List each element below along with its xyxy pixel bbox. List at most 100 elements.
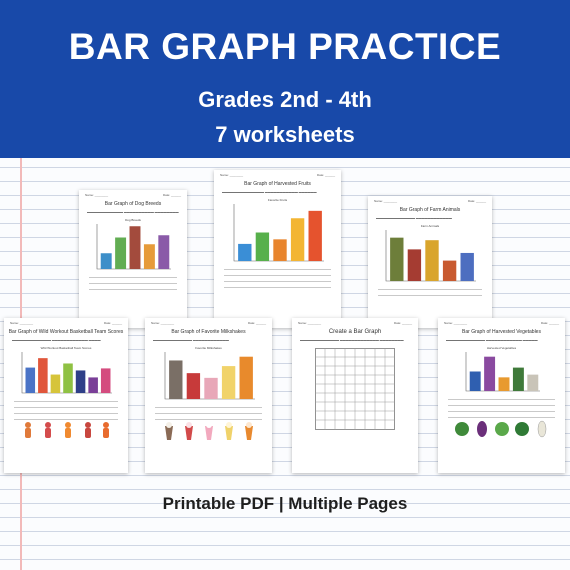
worksheet-title: Bar Graph of Wild Workout Basketball Tea…	[8, 329, 124, 335]
name-date-line: Name: ________ Date: ______	[85, 193, 181, 197]
name-date-line: Name: ________ Date: ______	[298, 321, 412, 325]
graph-title: Harvested Vegetables	[486, 346, 517, 350]
worksheet-title: Bar Graph of Favorite Milkshakes	[171, 329, 246, 335]
question-line	[155, 419, 262, 420]
question-line	[14, 401, 118, 402]
name-date-line: Name: ________ Date: ______	[374, 199, 486, 203]
chart-bar	[186, 373, 200, 399]
worksheet-title: Create a Bar Graph	[328, 329, 382, 335]
worksheet-create-bar-graph: Name: ________ Date: ______ Create a Bar …	[292, 318, 418, 473]
grades-subtitle: Grades 2nd - 4th	[198, 87, 372, 112]
bar-chart	[164, 352, 255, 400]
blank-graph-grid	[315, 348, 395, 430]
question-line	[448, 405, 555, 406]
chart-bar	[75, 370, 86, 393]
question-line	[448, 399, 555, 400]
question-line	[378, 289, 482, 290]
question-line	[89, 283, 177, 284]
chart-bar	[100, 253, 112, 269]
chart-bar	[255, 232, 269, 261]
question-line	[14, 413, 118, 414]
milkshake-illustration	[164, 422, 253, 440]
worksheet-title: Bar Graph of Farm Animals	[399, 207, 461, 213]
chart-bar	[483, 356, 495, 391]
header-banner: BAR GRAPH PRACTICE Grades 2nd - 4th 7 wo…	[0, 0, 570, 158]
chart-bar	[50, 374, 61, 393]
bar-chart	[385, 230, 476, 282]
page-title: BAR GRAPH PRACTICE	[68, 26, 502, 67]
worksheet-farm-animals: Name: ________ Date: ______ Bar Graph of …	[368, 196, 492, 328]
chart-bar	[512, 367, 524, 391]
worksheet-instructions: ▬▬▬▬▬▬▬▬▬▬▬▬▬▬ ▬▬▬▬▬▬▬▬▬▬▬ ▬▬▬▬▬▬	[222, 190, 317, 194]
bar-chart	[21, 352, 112, 394]
chart-bar	[237, 243, 251, 261]
worksheet-instructions: ▬▬▬▬▬▬▬▬▬▬▬▬▬ ▬▬▬▬▬▬▬▬▬▬▬▬	[153, 338, 229, 342]
chart-bar	[25, 367, 36, 393]
question-line	[224, 287, 331, 288]
name-date-line: Name: ________ Date: ______	[151, 321, 266, 325]
graph-title: Favorite Milkshakes	[195, 346, 222, 350]
chart-bar	[115, 237, 127, 269]
worksheet-milkshakes: Name: ________ Date: ______ Bar Graph of …	[145, 318, 272, 473]
bar-chart	[96, 224, 171, 270]
worksheet-instructions: ▬▬▬▬▬▬▬▬▬▬▬▬▬ ▬▬▬▬▬▬▬▬▬▬▬▬	[376, 216, 452, 220]
worksheet-instructions: ▬▬▬▬▬▬▬▬▬▬▬▬▬ ▬▬▬▬▬▬▬▬▬▬▬▬▬ ▬▬▬▬▬▬▬▬	[300, 338, 404, 342]
chart-bar	[460, 252, 474, 281]
question-line	[448, 417, 555, 418]
question-line	[89, 277, 177, 278]
name-date-line: Name: ________ Date: ______	[10, 321, 122, 325]
worksheet-title: Bar Graph of Harvested Vegetables	[462, 329, 541, 335]
chart-bar	[38, 358, 48, 393]
question-line	[14, 407, 118, 408]
worksheet-title: Bar Graph of Harvested Fruits	[244, 181, 311, 187]
chart-bar	[168, 360, 182, 399]
worksheet-count: 7 worksheets	[215, 122, 355, 147]
footer-caption: Printable PDF | Multiple Pages	[162, 494, 408, 513]
chart-bar	[272, 239, 287, 261]
chart-bar	[469, 371, 481, 391]
basketball-players-illustration	[25, 422, 109, 438]
worksheet-instructions: ▬▬▬▬▬▬▬▬▬▬▬▬▬ ▬▬▬▬▬▬▬▬▬▬▬▬ ▬▬▬▬	[12, 338, 101, 342]
chart-bar	[100, 368, 111, 393]
question-line	[224, 275, 331, 276]
question-line	[155, 407, 262, 408]
worksheet-instructions: ▬▬▬▬▬▬▬▬▬▬▬▬ ▬▬▬▬▬▬▬▬▬▬ ▬▬▬▬▬▬▬▬	[87, 210, 179, 214]
chart-bar	[143, 244, 155, 269]
graph-title: Dog Breeds	[125, 218, 141, 222]
chart-bar	[221, 366, 235, 399]
chart-bar	[290, 218, 304, 261]
worksheet-title: Bar Graph of Dog Breeds	[104, 201, 162, 207]
chart-bar	[239, 356, 253, 399]
question-line	[448, 411, 555, 412]
name-date-line: Name: ________ Date: ______	[444, 321, 559, 325]
chart-bar	[498, 377, 509, 391]
chart-bar	[63, 363, 73, 393]
question-line	[14, 419, 118, 420]
worksheet-harvested-vegetables: Name: ________ Date: ______ Bar Graph of …	[438, 318, 565, 473]
question-line	[155, 413, 262, 414]
name-date-line: Name: ________ Date: ______	[220, 173, 335, 177]
chart-bar	[425, 240, 439, 281]
worksheet-harvested-fruits: Name: ________ Date: ______ Bar Graph of …	[214, 170, 341, 328]
vegetables-illustration	[454, 420, 546, 438]
worksheet-dog-breeds: Name: ________ Date: ______ Bar Graph of …	[79, 190, 187, 328]
bar-chart	[233, 204, 324, 262]
chart-bar	[526, 374, 538, 391]
worksheet-instructions: ▬▬▬▬▬▬▬▬▬▬▬▬▬ ▬▬▬▬▬▬▬▬▬▬▬▬ ▬▬▬▬▬	[446, 338, 538, 342]
chart-bar	[308, 210, 322, 261]
question-line	[224, 269, 331, 270]
chart-bar	[390, 237, 404, 281]
chart-bar	[203, 377, 218, 399]
bar-chart	[465, 352, 540, 392]
worksheet-basketball-scores: Name: ________ Date: ______ Bar Graph of …	[4, 318, 128, 473]
graph-title: Favorite Fruits	[267, 198, 288, 202]
graph-title: Wild Workout Basketball Team Scores	[40, 346, 92, 350]
chart-bar	[407, 249, 422, 281]
chart-bar	[442, 260, 457, 281]
graph-title: Farm Animals	[420, 224, 440, 228]
question-line	[224, 281, 331, 282]
question-line	[378, 295, 482, 296]
chart-bar	[129, 226, 141, 269]
question-line	[89, 289, 177, 290]
chart-bar	[88, 377, 98, 393]
